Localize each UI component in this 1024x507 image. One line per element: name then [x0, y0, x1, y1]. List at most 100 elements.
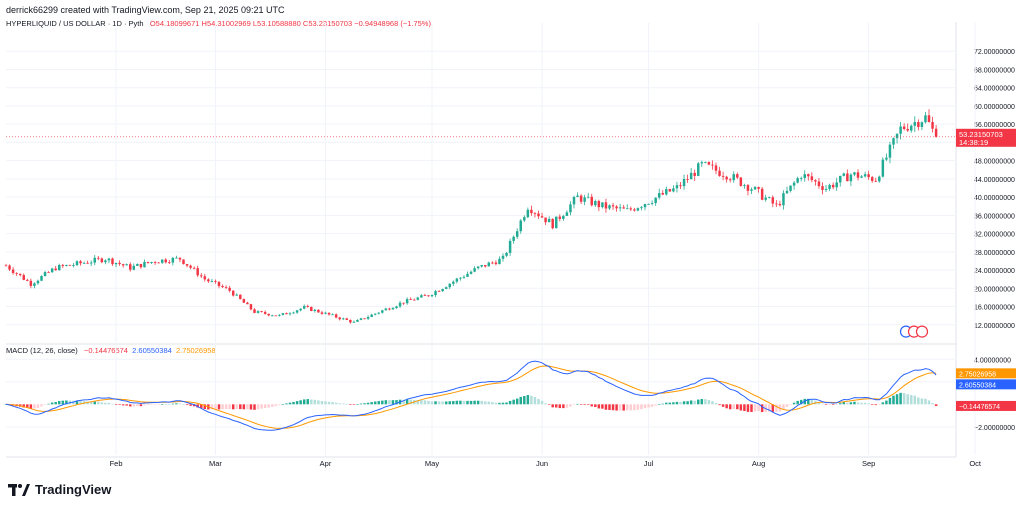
time-tick-label: Sep: [862, 459, 875, 468]
price-tick-label: 36.00000000: [974, 213, 1015, 220]
candle-body: [842, 173, 846, 176]
candle-body: [89, 262, 93, 264]
close-value: C53.23150703: [302, 19, 353, 28]
macd-histogram-bar: [523, 395, 526, 405]
candle-body: [413, 299, 416, 301]
macd-histogram-bar: [551, 404, 554, 408]
candle-body: [295, 310, 299, 313]
macd-histogram-bar: [86, 401, 89, 405]
candle-body: [22, 275, 25, 280]
candle-body: [647, 203, 650, 205]
macd-histogram-bar: [207, 404, 210, 410]
macd-histogram-bar: [586, 404, 590, 405]
macd-histogram-bar: [132, 404, 136, 407]
macd-histogram-bar: [8, 404, 11, 405]
candle-body: [75, 261, 79, 266]
macd-histogram-bar: [831, 404, 835, 405]
candle-body: [704, 162, 707, 163]
macd-histogram-bar: [661, 403, 664, 405]
ohlc-legend: HYPERLIQUID / US DOLLAR · 1D · Pyth O54.…: [6, 19, 431, 28]
macd-histogram-bar: [444, 401, 448, 405]
countdown-badge-value: 14:38:19: [959, 138, 988, 147]
macd-histogram-bar: [423, 400, 427, 405]
candle-body: [565, 212, 569, 216]
candle-body: [274, 315, 278, 317]
candle-body: [608, 205, 611, 209]
macd-histogram-bar: [15, 404, 18, 407]
candle-body: [68, 264, 72, 266]
candle-body: [491, 262, 494, 264]
candle-body: [540, 216, 544, 218]
macd-histogram-bar: [381, 400, 384, 405]
candle-body: [217, 281, 221, 286]
high-value: H54.31002969: [201, 19, 251, 28]
macd-histogram-bar: [650, 404, 654, 407]
candle-body: [732, 174, 735, 181]
macd-histogram-bar: [583, 404, 586, 405]
macd-histogram-bar: [728, 404, 732, 410]
macd-histogram-bar: [79, 400, 82, 405]
macd-histogram-bar: [125, 404, 128, 406]
macd-histogram-bar: [153, 404, 157, 405]
candle-body: [778, 203, 782, 206]
macd-histogram-bar: [579, 404, 583, 405]
macd-signal-badge: [956, 368, 1016, 379]
candle-body: [178, 257, 182, 260]
macd-histogram-bar: [515, 398, 519, 405]
candle-body: [860, 176, 863, 178]
candle-body: [331, 314, 334, 316]
macd-hist-value: −0.14476574: [83, 346, 128, 355]
candle-body: [285, 313, 288, 315]
candle-body: [750, 189, 753, 191]
candle-body: [700, 162, 704, 164]
candle-body: [409, 299, 412, 300]
macd-histogram-bar: [796, 400, 799, 405]
candle-body: [931, 121, 934, 129]
candle-body: [757, 187, 760, 189]
macd-histogram-bar: [899, 392, 902, 405]
candle-body: [885, 157, 888, 160]
candle-body: [388, 308, 391, 310]
macd-histogram-bar: [768, 404, 771, 412]
macd-histogram-bar: [274, 404, 278, 407]
candle-body: [4, 265, 8, 267]
candle-body: [594, 201, 597, 206]
candle-body: [239, 294, 242, 300]
candle-body: [824, 188, 828, 190]
candle-body: [650, 203, 654, 204]
candle-body: [288, 313, 292, 315]
candle-body: [636, 208, 640, 211]
macd-histogram-bar: [22, 404, 25, 408]
candle-body: [278, 314, 281, 316]
candle-body: [242, 299, 246, 303]
macd-histogram-bar: [416, 400, 420, 405]
macd-histogram-bar: [160, 403, 164, 405]
candle-body: [143, 261, 146, 268]
candle-body: [441, 288, 444, 292]
macd-histogram-bar: [615, 404, 618, 411]
macd-histogram-bar: [18, 404, 22, 407]
candle-body: [643, 204, 647, 208]
candle-body: [629, 208, 633, 210]
symbol-label[interactable]: HYPERLIQUID / US DOLLAR · 1D · Pyth: [6, 19, 144, 28]
candle-body: [377, 312, 380, 314]
candle-body: [672, 188, 675, 192]
candle-body: [707, 162, 711, 165]
macd-histogram-bar: [310, 399, 313, 405]
candle-body: [214, 281, 217, 282]
macd-label[interactable]: MACD (12, 26, close): [6, 346, 78, 355]
candle-body: [146, 261, 150, 263]
candle-body: [129, 264, 132, 270]
candle-body: [586, 196, 590, 198]
price-tick-label: 48.00000000: [974, 159, 1015, 166]
macd-histogram-bar: [484, 401, 487, 405]
macd-histogram-bar: [242, 404, 246, 410]
candle-body: [107, 258, 111, 261]
macd-line-value: 2.60550384: [132, 346, 172, 355]
macd-histogram-bar: [601, 404, 604, 409]
macd-histogram-bar: [384, 400, 388, 405]
candle-body: [817, 181, 821, 187]
macd-histogram-bar: [65, 400, 68, 405]
